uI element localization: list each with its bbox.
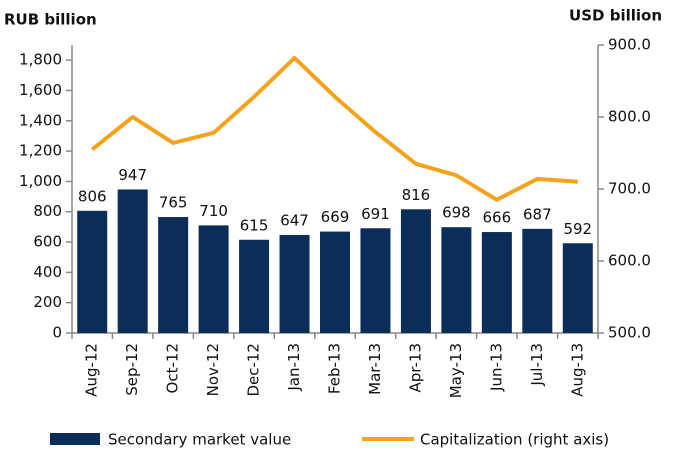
x-tick-label: May-13 <box>447 343 465 398</box>
x-tick-label: Dec-12 <box>245 343 263 397</box>
y-axis-title: RUB billion <box>4 11 97 29</box>
x-tick-label: Mar-13 <box>366 343 384 395</box>
data-label: 698 <box>442 204 471 222</box>
y-tick-label: 1,400 <box>19 111 62 129</box>
y-tick-label: 1,200 <box>19 142 62 160</box>
x-tick-label: Jun-13 <box>487 343 505 392</box>
y2-tick-label: 500.0 <box>608 324 651 342</box>
x-tick-label: Sep-12 <box>123 343 141 396</box>
y-tick-label: 800 <box>33 202 62 220</box>
x-tick-label: Feb-13 <box>326 343 344 394</box>
y-tick-label: 1,800 <box>19 51 62 69</box>
x-tick-label: Oct-12 <box>164 343 182 393</box>
bar <box>522 228 553 333</box>
x-tick-label: Apr-13 <box>406 343 424 393</box>
x-tick-label: Nov-12 <box>204 343 222 396</box>
y-tick-label: 0 <box>52 324 62 342</box>
x-tick-label: Jan-13 <box>285 343 303 392</box>
y-tick-label: 600 <box>33 233 62 251</box>
data-label: 710 <box>199 202 228 220</box>
data-label: 615 <box>240 216 269 234</box>
y-tick-label: 1,600 <box>19 81 62 99</box>
y-tick-label: 200 <box>33 293 62 311</box>
data-label: 806 <box>78 187 107 205</box>
bar <box>481 232 512 333</box>
data-label: 687 <box>523 205 552 223</box>
bar <box>117 189 148 333</box>
data-label: 816 <box>402 186 431 204</box>
x-tick-label: Aug-13 <box>568 343 586 397</box>
y2-axis-title: USD billion <box>569 7 662 25</box>
data-label: 647 <box>280 211 309 229</box>
x-tick-label: Aug-12 <box>83 343 101 397</box>
y-tick-label: 400 <box>33 263 62 281</box>
legend-label: Secondary market value <box>108 431 291 449</box>
y2-tick-label: 800.0 <box>608 108 651 126</box>
y2-tick-label: 600.0 <box>608 252 651 270</box>
y2-tick-label: 700.0 <box>608 180 651 198</box>
data-label: 765 <box>159 194 188 212</box>
bar <box>77 210 108 333</box>
legend-swatch <box>50 433 100 445</box>
line <box>90 55 578 202</box>
bar <box>441 227 472 333</box>
data-label: 666 <box>483 209 512 227</box>
data-label: 947 <box>118 166 147 184</box>
bar <box>279 234 310 333</box>
legend-label: Capitalization (right axis) <box>420 431 609 449</box>
bar <box>158 217 189 333</box>
bar <box>320 231 350 333</box>
data-label: 592 <box>563 220 592 238</box>
x-tick-label: Jul-13 <box>528 343 546 387</box>
bar <box>360 228 391 333</box>
y-tick-label: 1,000 <box>19 172 62 190</box>
bar <box>562 243 593 333</box>
data-label: 691 <box>361 205 390 223</box>
bar <box>400 209 431 333</box>
bar <box>239 239 270 333</box>
data-label: 669 <box>321 208 350 226</box>
y2-tick-label: 900.0 <box>608 36 651 54</box>
bar <box>198 225 229 333</box>
